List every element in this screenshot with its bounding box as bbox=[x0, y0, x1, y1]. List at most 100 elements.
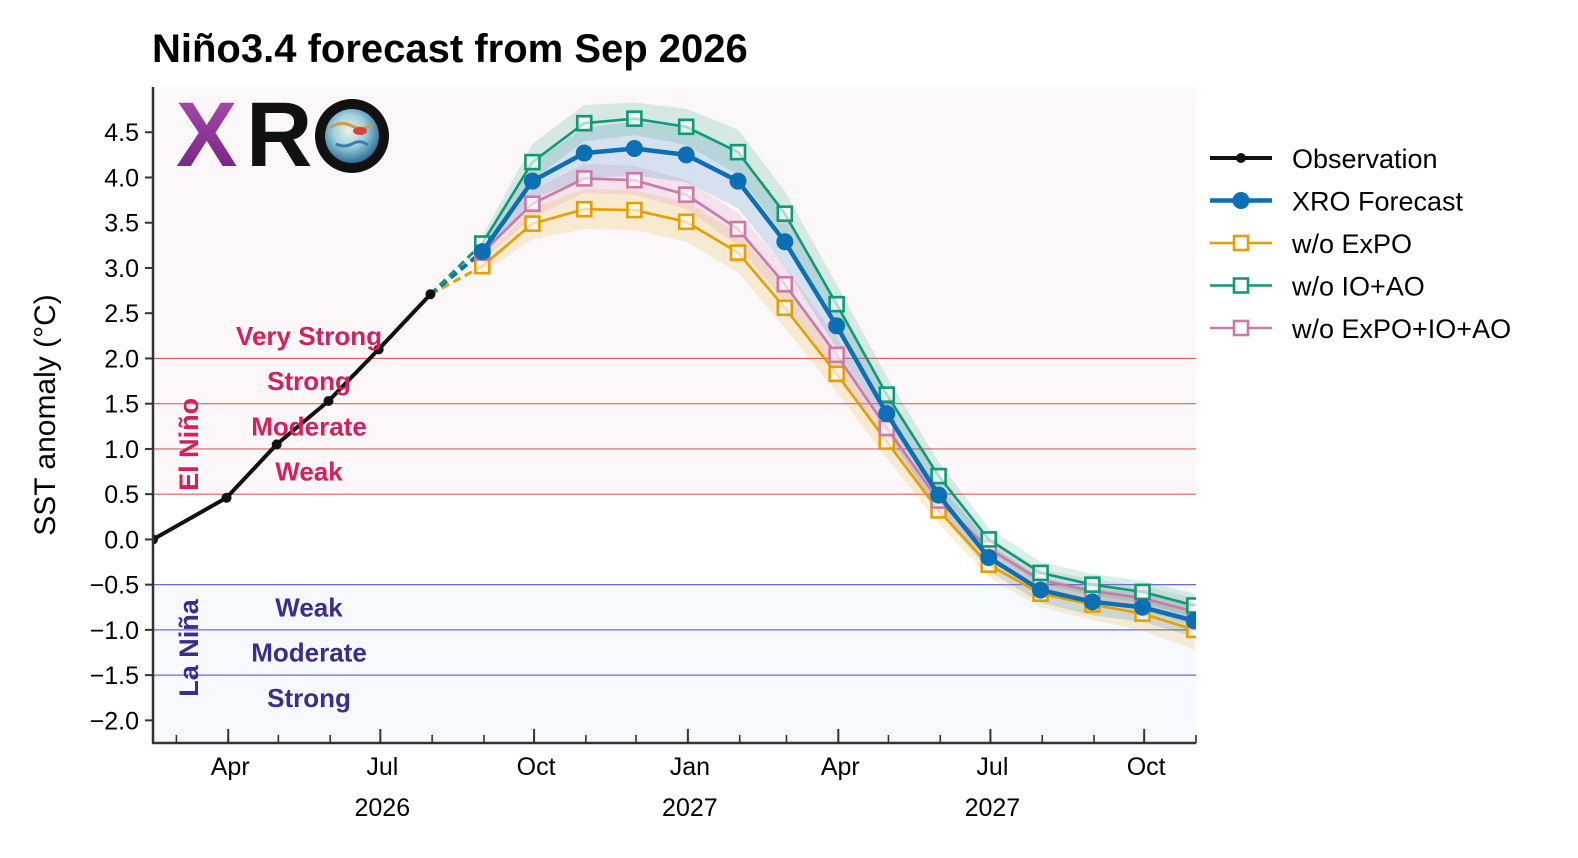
logo-letter-x: X bbox=[176, 84, 237, 186]
forecast-point bbox=[1083, 593, 1101, 611]
forecast-connector bbox=[429, 250, 484, 296]
legend-marker bbox=[1232, 277, 1250, 294]
y-tick-label: 1.5 bbox=[104, 391, 139, 419]
legend-label: w/o ExPO+IO+AO bbox=[1291, 314, 1511, 344]
y-tick-label: −1.5 bbox=[90, 662, 139, 690]
legend-item: w/o ExPO+IO+AO bbox=[1210, 314, 1511, 344]
experiment-point bbox=[828, 346, 845, 364]
experiment-point bbox=[575, 200, 593, 218]
la-nina-category-label: Moderate bbox=[251, 638, 367, 668]
y-tick-label: −0.5 bbox=[90, 572, 139, 600]
observation-point bbox=[373, 344, 384, 355]
la-nina-background bbox=[153, 585, 1196, 743]
experiment-point bbox=[828, 295, 845, 313]
logo-globe-icon bbox=[315, 99, 389, 173]
experiment-point bbox=[1032, 564, 1049, 582]
x-tick-label: Oct bbox=[1127, 753, 1166, 781]
el-nino-category-label: Moderate bbox=[251, 411, 367, 441]
x-tick-label: Jan bbox=[670, 753, 710, 781]
legend-marker bbox=[1232, 234, 1250, 252]
y-tick-label: 4.0 bbox=[104, 164, 139, 192]
experiment-point bbox=[575, 114, 593, 132]
legend-item: w/o ExPO bbox=[1210, 229, 1412, 259]
legend-label: w/o IO+AO bbox=[1291, 272, 1425, 302]
forecast-point bbox=[828, 317, 846, 335]
forecast-point bbox=[677, 146, 695, 164]
y-tick-label: 0.0 bbox=[104, 526, 139, 554]
experiment-point bbox=[524, 215, 541, 232]
experiment-point bbox=[677, 213, 695, 231]
y-ticks: −2.0 −1.5 −1.0 −0.5 0.0 0.5 1.0 1.5 2.0 2.5 3.0 3.5… bbox=[90, 119, 153, 735]
la-nina-category-label: Strong bbox=[267, 683, 351, 713]
y-tick-label: −2.0 bbox=[90, 707, 139, 735]
experiment-point bbox=[626, 171, 643, 189]
forecast-point bbox=[1185, 612, 1196, 630]
el-nino-category-label: Weak bbox=[275, 457, 343, 487]
experiment-point bbox=[729, 220, 747, 238]
experiment-point bbox=[776, 275, 794, 293]
legend-marker bbox=[1232, 319, 1250, 337]
experiment-point bbox=[776, 205, 794, 222]
uncertainty-band bbox=[482, 121, 1195, 638]
xro-logo: X R bbox=[176, 84, 389, 186]
forecast-point bbox=[980, 549, 998, 567]
x-tick-label: Apr bbox=[821, 753, 860, 781]
experiment-point bbox=[677, 186, 695, 203]
experiment-point bbox=[524, 195, 541, 213]
threshold-lines bbox=[153, 357, 1196, 676]
x-year-label: 2027 bbox=[662, 794, 718, 822]
chart-title: Niño3.4 forecast from Sep 2026 bbox=[152, 27, 748, 71]
x-tick-label: Jul bbox=[976, 753, 1008, 781]
experiment-point bbox=[626, 201, 643, 219]
experiment-point bbox=[930, 467, 947, 485]
y-tick-label: 0.5 bbox=[104, 481, 139, 509]
forecast-point bbox=[878, 405, 896, 423]
legend-item: XRO Forecast bbox=[1210, 187, 1464, 217]
legend-item: w/o IO+AO bbox=[1210, 272, 1425, 302]
legend-marker bbox=[1232, 192, 1250, 209]
x-tick-label: Oct bbox=[517, 753, 556, 781]
forecast-point bbox=[625, 140, 643, 158]
observation-point bbox=[271, 439, 282, 450]
y-tick-label: −1.0 bbox=[90, 617, 139, 645]
y-tick-label: 1.0 bbox=[104, 436, 139, 464]
y-tick-label: 2.0 bbox=[104, 345, 139, 373]
legend-item: Observation bbox=[1210, 144, 1438, 174]
forecast-point bbox=[930, 486, 948, 504]
forecast-point bbox=[729, 172, 747, 190]
x-tick-label: Jul bbox=[366, 753, 398, 781]
forecast-point bbox=[473, 243, 491, 261]
el-nino-category-label: Strong bbox=[267, 366, 351, 396]
experiment-point bbox=[1084, 576, 1101, 593]
forecast-point bbox=[523, 172, 541, 190]
experiment-point bbox=[1186, 597, 1196, 614]
y-tick-label: 2.5 bbox=[104, 300, 139, 328]
x-year-label: 2027 bbox=[965, 794, 1021, 822]
y-tick-label: 3.0 bbox=[104, 255, 139, 283]
legend-label: w/o ExPO bbox=[1291, 229, 1412, 259]
forecast-point bbox=[1134, 598, 1152, 616]
el-nino-side-label: El Niño bbox=[174, 398, 204, 491]
experiment-point bbox=[729, 143, 747, 161]
experiment-point bbox=[878, 386, 896, 403]
y-tick-label: 3.5 bbox=[104, 210, 139, 238]
experiment-point bbox=[1134, 583, 1151, 601]
forecast-point bbox=[1032, 581, 1050, 599]
legend-label: Observation bbox=[1292, 144, 1438, 174]
forecast-point bbox=[575, 144, 593, 162]
plot-area: Very Strong Strong Moderate Weak Weak Moderat… bbox=[153, 87, 1196, 743]
legend-marker bbox=[1236, 153, 1246, 163]
logo-letter-r: R bbox=[246, 84, 312, 186]
la-nina-side-label: La Niña bbox=[174, 598, 204, 697]
legend: Observation XRO Forecast w/o ExPO w/o IO+AO… bbox=[1210, 144, 1511, 344]
side-labels: El Niño La Niña bbox=[174, 398, 204, 697]
experiment-point bbox=[473, 257, 491, 275]
observation-point bbox=[221, 492, 232, 503]
category-labels: Very Strong Strong Moderate Weak Weak Moderat… bbox=[236, 321, 382, 713]
forecast-connectors bbox=[429, 242, 484, 296]
y-tick-label: 4.5 bbox=[104, 119, 139, 147]
legend-label: XRO Forecast bbox=[1292, 187, 1464, 217]
x-tick-label: Apr bbox=[211, 753, 250, 781]
observation-point bbox=[323, 395, 334, 406]
